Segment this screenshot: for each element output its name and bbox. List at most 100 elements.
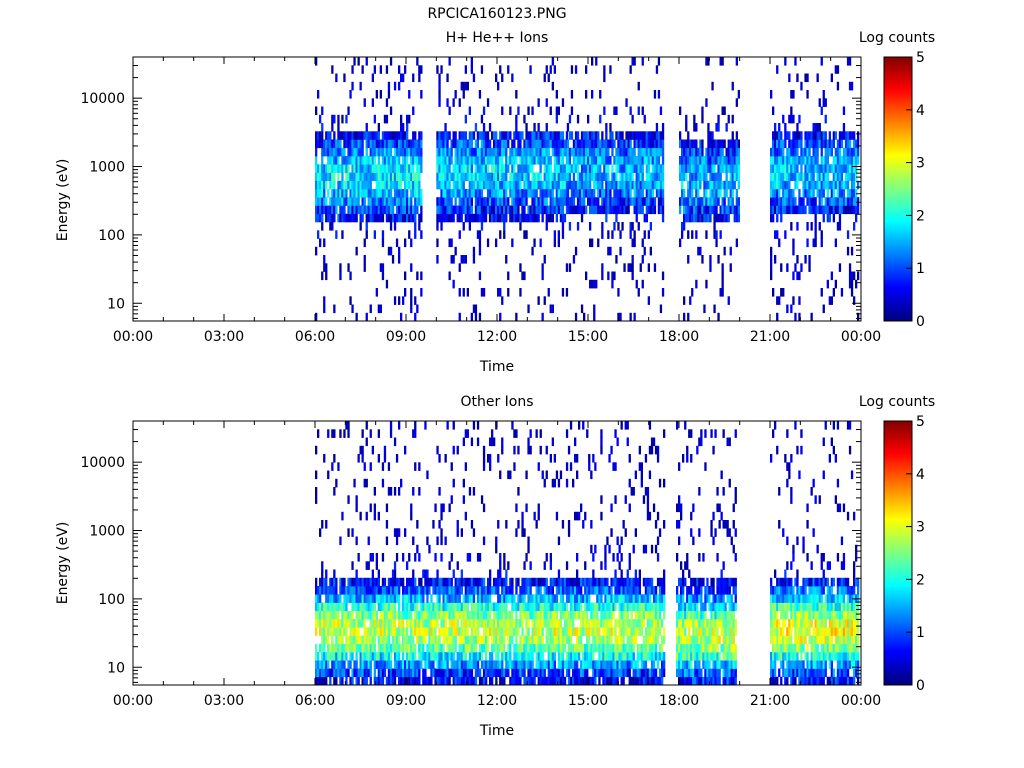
heatmap-cell <box>517 131 520 140</box>
heatmap-cell <box>559 205 563 215</box>
heatmap-cell <box>335 635 338 645</box>
heatmap-cell <box>848 279 852 289</box>
heatmap-cell <box>472 627 476 636</box>
heatmap-cell <box>687 213 690 223</box>
heatmap-cell <box>367 660 370 669</box>
heatmap-cell <box>507 180 510 190</box>
heatmap-cell <box>420 619 423 628</box>
heatmap-cell <box>418 627 421 636</box>
heatmap-cell <box>535 594 538 603</box>
heatmap-cell <box>389 164 393 173</box>
heatmap-cell <box>499 627 502 636</box>
heatmap-cell <box>507 271 510 281</box>
heatmap-cell <box>565 429 569 438</box>
heatmap-cell <box>412 156 415 165</box>
heatmap-cell <box>446 627 449 636</box>
heatmap-cell <box>389 577 393 587</box>
heatmap-cell <box>448 561 451 570</box>
heatmap-cell <box>480 189 484 198</box>
heatmap-cell <box>325 652 328 661</box>
heatmap-cell <box>381 594 385 603</box>
heatmap-cell <box>361 660 364 669</box>
heatmap-cell <box>353 156 356 165</box>
heatmap-cell <box>772 180 775 190</box>
heatmap-cell <box>389 172 393 181</box>
heatmap-cell <box>583 312 586 322</box>
heatmap-cell <box>838 164 842 173</box>
heatmap-cell <box>410 586 413 595</box>
heatmap-cell <box>561 172 565 181</box>
colorbar-band <box>884 301 912 304</box>
heatmap-cell <box>414 627 417 636</box>
heatmap-cell <box>617 147 620 157</box>
heatmap-cell <box>470 147 473 157</box>
heatmap-cell <box>488 147 492 157</box>
heatmap-cell <box>637 197 640 206</box>
heatmap-cell <box>497 189 500 198</box>
heatmap-cell <box>551 594 554 603</box>
heatmap-cell <box>499 577 502 587</box>
heatmap-cell <box>503 668 506 678</box>
heatmap-cell <box>576 147 580 157</box>
heatmap-cell <box>339 635 342 645</box>
heatmap-cell <box>460 676 463 686</box>
heatmap-cell <box>527 610 530 620</box>
heatmap-cell <box>568 222 572 231</box>
heatmap-cell <box>458 627 461 636</box>
heatmap-cell <box>402 189 405 198</box>
heatmap-cell <box>420 271 423 281</box>
heatmap-cell <box>497 81 500 91</box>
heatmap-cell <box>375 553 378 562</box>
heatmap-cell <box>329 164 332 173</box>
colorbar-band <box>884 61 912 65</box>
heatmap-cell <box>333 454 336 463</box>
heatmap-cell <box>367 602 370 612</box>
heatmap-cell <box>491 437 494 447</box>
heatmap-cell <box>383 586 387 595</box>
heatmap-cell <box>440 528 443 537</box>
heatmap-cell <box>347 528 350 537</box>
heatmap-cell <box>335 230 338 239</box>
heatmap-cell <box>557 635 561 645</box>
heatmap-cell <box>448 164 451 173</box>
heatmap-cell <box>351 561 354 570</box>
heatmap-cell <box>389 487 393 496</box>
heatmap-cell <box>609 156 612 165</box>
heatmap-cell <box>547 205 550 215</box>
heatmap-cell <box>456 147 459 157</box>
heatmap-cell <box>319 528 322 537</box>
heatmap-cell <box>607 156 610 165</box>
heatmap-cell <box>539 635 542 645</box>
heatmap-cell <box>772 131 775 140</box>
heatmap-cell <box>400 164 403 173</box>
heatmap-cell <box>599 180 602 190</box>
heatmap-cell <box>574 65 578 74</box>
heatmap-cell <box>545 643 548 653</box>
heatmap-cell <box>615 205 618 215</box>
heatmap-cell <box>523 156 526 165</box>
heatmap-cell <box>523 643 526 653</box>
heatmap-cell <box>551 81 554 91</box>
heatmap-cell <box>619 147 622 157</box>
heatmap-cell <box>327 594 330 603</box>
heatmap-cell <box>327 156 330 165</box>
heatmap-cell <box>389 147 393 157</box>
heatmap-cell <box>655 156 659 165</box>
heatmap-cell <box>601 156 604 165</box>
heatmap-cell <box>474 172 478 181</box>
heatmap-cell <box>697 189 700 198</box>
heatmap-cell <box>790 106 793 115</box>
heatmap-cell <box>353 213 356 223</box>
heatmap-cell <box>818 139 821 149</box>
heatmap-cell <box>355 676 358 686</box>
heatmap-cell <box>576 164 580 173</box>
heatmap-cell <box>343 652 346 661</box>
heatmap-cell <box>365 660 368 669</box>
heatmap-cell <box>838 131 842 140</box>
heatmap-cell <box>733 205 736 215</box>
heatmap-cell <box>513 602 516 612</box>
heatmap-cell <box>478 594 482 603</box>
heatmap-cell <box>715 189 718 198</box>
heatmap-cell <box>495 213 498 223</box>
heatmap-cell <box>601 271 604 281</box>
